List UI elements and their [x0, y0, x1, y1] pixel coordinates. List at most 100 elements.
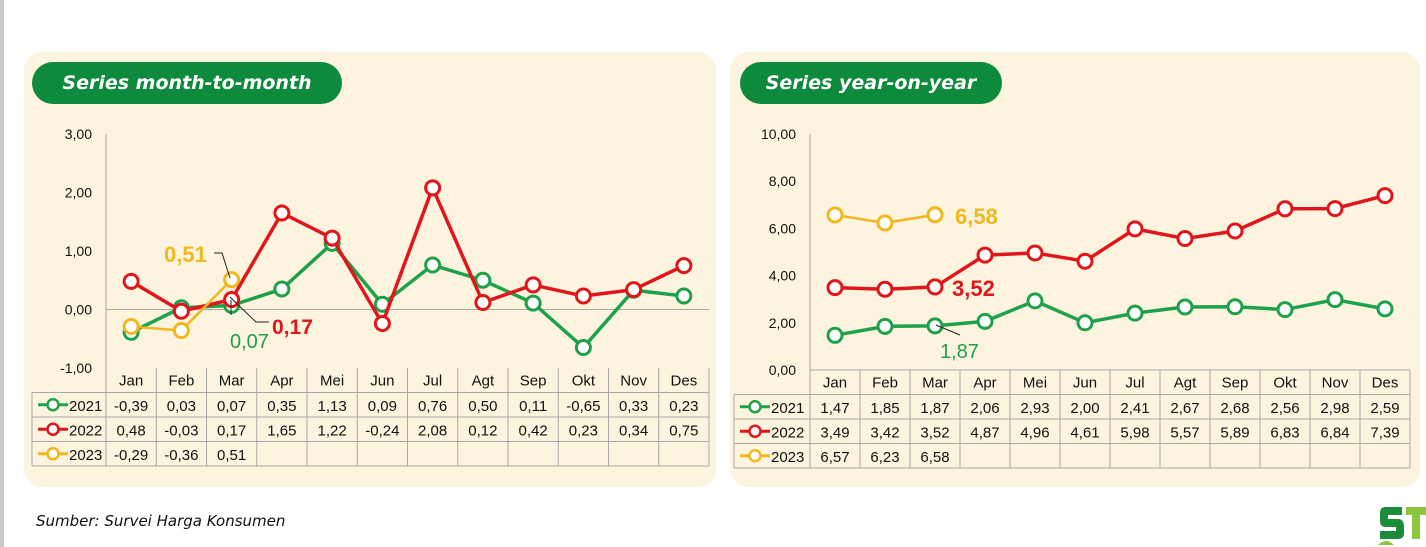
data-point-2022-feb	[172, 302, 190, 320]
annotation-leader-2022	[229, 296, 269, 323]
data-point-2021-feb	[876, 317, 894, 335]
data-point-2022-feb	[876, 280, 894, 298]
data-point-2022-sep	[524, 276, 542, 294]
table-cell-2021-sep: 0,11	[519, 398, 547, 415]
x-tick-label-sep: Sep	[520, 373, 547, 390]
table-cell-2022-apr: 4,87	[970, 424, 999, 441]
table-cell-2022-okt: 6,83	[1270, 424, 1299, 441]
x-tick-label-apr: Apr	[973, 375, 996, 392]
data-point-2022-agt	[474, 293, 492, 311]
data-point-2022-jun	[373, 315, 391, 333]
x-tick-label-mei: Mei	[320, 373, 344, 390]
annotation-2023: 0,51	[164, 242, 207, 267]
data-point-2022-jul	[424, 179, 442, 197]
table-cell-2023-mar: 0,51	[217, 447, 246, 464]
data-point-2023-mar	[926, 206, 944, 224]
chart-month-to-month: 3,00 2,00 1,00 0,00 -1,00 Jan Feb Mar Apr Mei Jun J…	[31, 126, 710, 467]
data-point-2021-agt	[1176, 298, 1194, 316]
data-point-2021-jul	[1126, 304, 1144, 322]
table-cell-2021-des: 2,59	[1370, 400, 1399, 417]
table-cell-2022-apr: 1,65	[267, 422, 296, 439]
chart-title-mtm: Series month-to-month	[32, 62, 342, 104]
y-tick-label: 6,00	[769, 220, 796, 236]
legend-marker-2021	[748, 400, 762, 414]
table-cell-2021-jan: -0,39	[114, 398, 148, 415]
x-tick-label-jan: Jan	[823, 375, 847, 392]
table-cell-2021-mei: 1,13	[318, 398, 347, 415]
table-cell-2021-mar: 1,87	[920, 400, 949, 417]
data-point-2022-okt	[1276, 200, 1294, 218]
legend-label-2023: 2023	[771, 449, 804, 466]
x-tick-label-sep: Sep	[1222, 375, 1249, 392]
data-point-2021-okt	[1276, 301, 1294, 319]
table-cell-2021-okt: -0,65	[566, 398, 600, 415]
annotation-2022: 0,17	[272, 316, 313, 339]
data-point-2021-des	[1376, 300, 1394, 318]
data-point-2023-jan	[122, 317, 140, 335]
y-tick-label: 0,00	[65, 302, 92, 318]
x-tick-label-jun: Jun	[1073, 375, 1097, 392]
data-point-2022-des	[1376, 187, 1394, 205]
data-point-2022-nov	[1326, 200, 1344, 218]
table-cell-2022-sep: 0,42	[519, 422, 548, 439]
legend-label-2021: 2021	[771, 400, 804, 417]
data-point-2023-mar	[223, 271, 241, 289]
series-line-2021	[834, 297, 1386, 338]
legend-label-2023: 2023	[69, 447, 102, 464]
y-tick-label: 4,00	[769, 268, 796, 284]
table-cell-2021-apr: 0,35	[267, 398, 296, 415]
table-cell-2021-nov: 0,33	[619, 398, 648, 415]
data-point-2023-feb	[876, 214, 894, 232]
table-cell-2021-mar: 0,07	[217, 398, 246, 415]
data-point-2021-des	[675, 287, 693, 305]
legend-marker-2021	[46, 398, 60, 412]
y-tick-label: 2,00	[769, 315, 796, 331]
table-cell-2022-feb: 3,42	[870, 424, 899, 441]
x-tick-label-mei: Mei	[1023, 375, 1047, 392]
chart-year-on-year: 10,00 8,00 6,00 4,00 2,00 0,00 Jan Feb Mar Apr Mei…	[733, 126, 1411, 469]
x-tick-label-nov: Nov	[1322, 375, 1349, 392]
series-line-2022	[834, 193, 1386, 292]
data-point-2021-sep	[1226, 298, 1244, 316]
table-cell-2021-jul: 0,76	[418, 398, 447, 415]
data-point-2022-apr	[976, 246, 994, 264]
data-point-2021-apr	[976, 312, 994, 330]
data-point-2021-mar	[926, 317, 944, 335]
data-point-2021-jul	[424, 256, 442, 274]
data-point-2022-nov	[625, 281, 643, 299]
data-point-2021-nov	[1326, 291, 1344, 309]
table-cell-2022-agt: 5,57	[1170, 424, 1199, 441]
data-point-2022-okt	[574, 287, 592, 305]
table-cell-2022-feb: -0,03	[164, 422, 198, 439]
annotation-2021: 0,07	[230, 331, 269, 353]
x-tick-label-feb: Feb	[168, 373, 194, 390]
data-point-2021-apr	[273, 280, 291, 298]
table-cell-2021-jan: 1,47	[820, 400, 849, 417]
table-cell-2022-mei: 4,96	[1020, 424, 1049, 441]
table-cell-2022-mar: 0,17	[217, 422, 246, 439]
x-tick-label-agt: Agt	[472, 373, 495, 390]
data-point-2022-jun	[1076, 252, 1094, 270]
x-tick-label-jul: Jul	[423, 373, 442, 390]
table-cell-2022-sep: 5,89	[1220, 424, 1249, 441]
table-cell-2022-nov: 6,84	[1320, 424, 1349, 441]
table-cell-2022-jan: 0,48	[117, 422, 146, 439]
data-point-2021-jun	[1076, 314, 1094, 332]
legend-label-2022: 2022	[69, 422, 102, 439]
x-tick-label-agt: Agt	[1174, 375, 1197, 392]
data-point-2022-apr	[273, 204, 291, 222]
table-cell-2021-feb: 0,03	[167, 398, 196, 415]
x-tick-label-jun: Jun	[370, 373, 394, 390]
x-tick-label-okt: Okt	[572, 373, 596, 390]
table-cell-2022-jan: 3,49	[820, 424, 849, 441]
table-cell-2022-jul: 2,08	[418, 422, 447, 439]
x-tick-label-mar: Mar	[219, 373, 245, 390]
data-point-2022-jan	[122, 272, 140, 290]
table-cell-2022-des: 0,75	[669, 422, 698, 439]
page-left-border	[0, 0, 4, 547]
table-cell-2022-nov: 0,34	[619, 422, 648, 439]
legend-marker-2022	[46, 422, 60, 436]
table-cell-2023-feb: 6,23	[870, 449, 899, 466]
x-tick-label-nov: Nov	[620, 373, 647, 390]
data-point-2023-jan	[826, 206, 844, 224]
